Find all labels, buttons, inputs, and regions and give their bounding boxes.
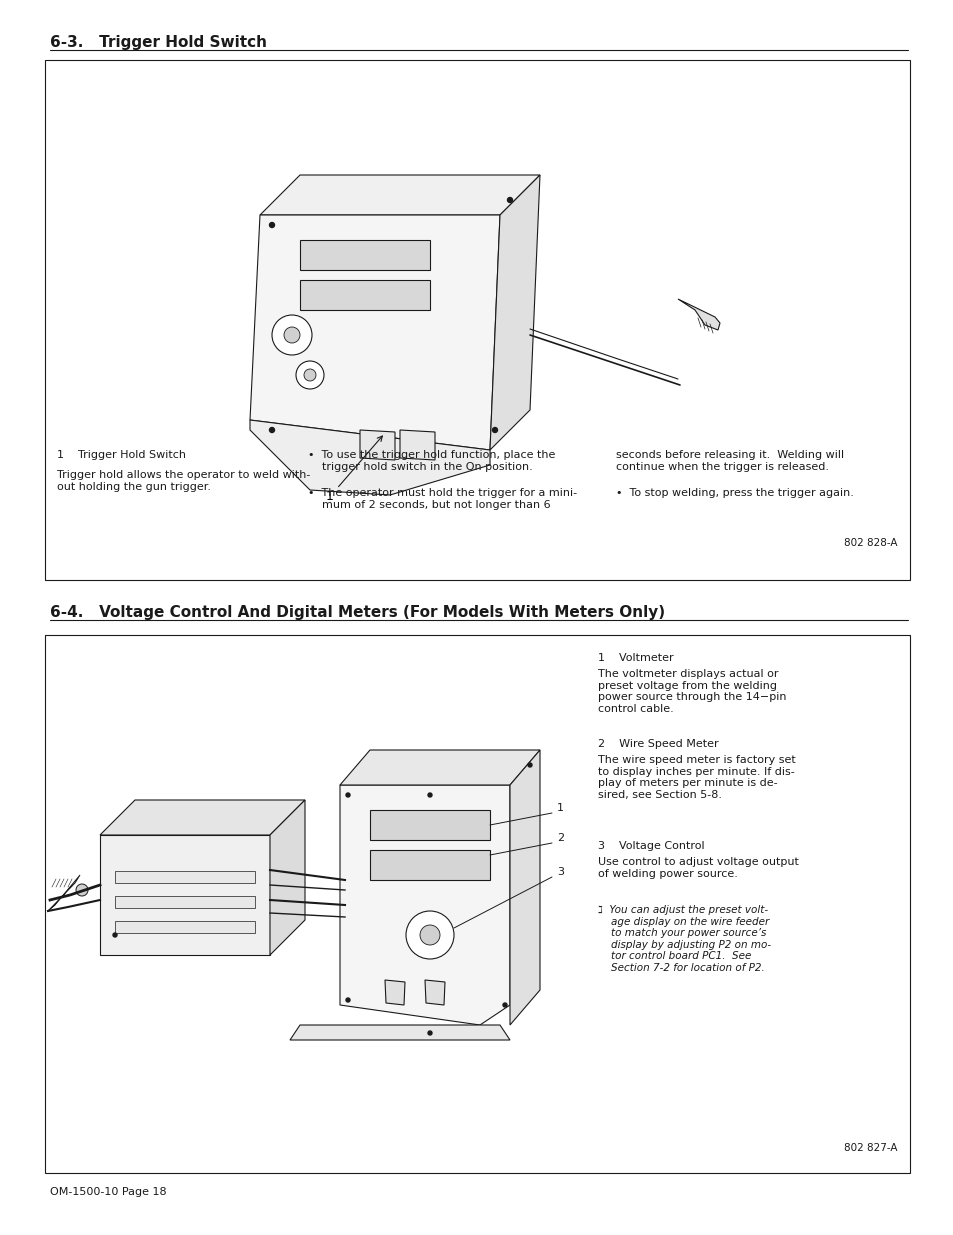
Text: The wire speed meter is factory set
to display inches per minute. If dis-
play o: The wire speed meter is factory set to d… xyxy=(598,755,795,800)
Text: •  To stop welding, press the trigger again.: • To stop welding, press the trigger aga… xyxy=(616,488,853,498)
Polygon shape xyxy=(370,810,490,840)
Text: 2: 2 xyxy=(557,832,563,844)
Polygon shape xyxy=(424,981,444,1005)
Polygon shape xyxy=(339,785,510,1025)
Bar xyxy=(115,871,254,883)
Polygon shape xyxy=(270,800,305,955)
Circle shape xyxy=(428,793,432,797)
Polygon shape xyxy=(339,750,539,785)
Circle shape xyxy=(112,932,117,937)
Text: The voltmeter displays actual or
preset voltage from the welding
power source th: The voltmeter displays actual or preset … xyxy=(598,669,785,714)
Text: 3    Voltage Control: 3 Voltage Control xyxy=(598,841,704,851)
Text: 6-4.   Voltage Control And Digital Meters (For Models With Meters Only): 6-4. Voltage Control And Digital Meters … xyxy=(50,605,664,620)
Circle shape xyxy=(76,884,88,897)
Circle shape xyxy=(269,222,274,227)
Text: 1: 1 xyxy=(557,803,563,813)
Text: 6-3.   Trigger Hold Switch: 6-3. Trigger Hold Switch xyxy=(50,35,267,49)
Polygon shape xyxy=(100,835,270,955)
Circle shape xyxy=(304,369,315,382)
Text: 1    Voltmeter: 1 Voltmeter xyxy=(598,653,673,663)
Circle shape xyxy=(272,315,312,354)
Polygon shape xyxy=(399,430,435,459)
Text: •  To use the trigger hold function, place the
    trigger hold switch in the On: • To use the trigger hold function, plac… xyxy=(308,450,555,472)
Polygon shape xyxy=(250,420,490,495)
Text: Trigger hold allows the operator to weld with-
out holding the gun trigger.: Trigger hold allows the operator to weld… xyxy=(57,471,310,492)
Bar xyxy=(115,921,254,932)
Bar xyxy=(115,897,254,908)
Polygon shape xyxy=(290,1025,510,1040)
Circle shape xyxy=(295,361,324,389)
Polygon shape xyxy=(370,850,490,881)
Circle shape xyxy=(428,1031,432,1035)
Bar xyxy=(45,635,909,1173)
Polygon shape xyxy=(359,430,395,459)
Circle shape xyxy=(284,327,299,343)
Bar xyxy=(45,61,909,580)
Text: 1    Trigger Hold Switch: 1 Trigger Hold Switch xyxy=(57,450,186,459)
Circle shape xyxy=(502,1003,506,1007)
Polygon shape xyxy=(510,750,539,1025)
Text: •  The operator must hold the trigger for a mini-
    mum of 2 seconds, but not : • The operator must hold the trigger for… xyxy=(308,488,577,510)
Circle shape xyxy=(419,925,439,945)
Text: Use control to adjust voltage output
of welding power source.: Use control to adjust voltage output of … xyxy=(598,857,798,878)
Polygon shape xyxy=(100,800,305,835)
Polygon shape xyxy=(48,876,80,911)
Polygon shape xyxy=(490,175,539,450)
Text: 3: 3 xyxy=(557,867,563,877)
Circle shape xyxy=(527,763,532,767)
Text: 802 827-A: 802 827-A xyxy=(843,1144,897,1153)
Circle shape xyxy=(346,998,350,1002)
Text: OM-1500-10 Page 18: OM-1500-10 Page 18 xyxy=(50,1187,167,1197)
Text: seconds before releasing it.  Welding will
continue when the trigger is released: seconds before releasing it. Welding wil… xyxy=(616,450,843,472)
Text: 1: 1 xyxy=(326,436,382,503)
Circle shape xyxy=(269,427,274,432)
Circle shape xyxy=(507,198,512,203)
Polygon shape xyxy=(299,240,430,270)
Circle shape xyxy=(346,793,350,797)
Polygon shape xyxy=(678,299,720,330)
Circle shape xyxy=(406,911,454,960)
Text: 802 828-A: 802 828-A xyxy=(843,538,897,548)
Polygon shape xyxy=(299,280,430,310)
Text: 2    Wire Speed Meter: 2 Wire Speed Meter xyxy=(598,739,718,748)
Polygon shape xyxy=(385,981,405,1005)
Text: ℷ  You can adjust the preset volt-
    age display on the wire feeder
    to mat: ℷ You can adjust the preset volt- age di… xyxy=(598,905,770,973)
Polygon shape xyxy=(250,215,499,450)
Circle shape xyxy=(492,427,497,432)
Polygon shape xyxy=(260,175,539,215)
